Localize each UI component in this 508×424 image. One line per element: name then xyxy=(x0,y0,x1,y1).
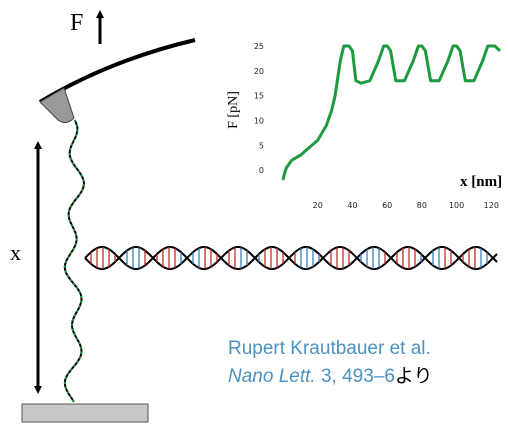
y-axis-label: F [pN] xyxy=(226,91,241,129)
x-tick-label: 40 xyxy=(347,201,357,210)
citation-reference: Nano Lett. 3, 493–6より xyxy=(228,366,433,387)
y-tick-label: 20 xyxy=(254,67,264,76)
extension-label: x xyxy=(10,240,21,265)
force-label: F xyxy=(70,10,83,36)
tip xyxy=(39,87,75,124)
y-tick-label: 15 xyxy=(254,92,264,101)
data-line xyxy=(281,44,502,181)
x-tick-label: 80 xyxy=(417,201,427,210)
citation-authors: Rupert Krautbauer et al. xyxy=(228,338,431,359)
suffix: より xyxy=(395,366,433,387)
substrate xyxy=(21,403,149,423)
helix-strand xyxy=(84,246,498,270)
inset-chart: 0 5 10 15 20 25 20 40 60 80 100 120 F [pN] x [nm] xyxy=(226,34,508,214)
x-tick-label: 100 xyxy=(449,201,464,210)
volume-pages: 3, 493–6 xyxy=(316,366,395,387)
x-tick-label: 20 xyxy=(313,201,323,210)
dna-bases xyxy=(63,119,86,403)
x-tick-label: 60 xyxy=(382,201,392,210)
dna-strand xyxy=(63,119,86,403)
y-tick-label: 0 xyxy=(259,166,264,175)
y-tick-label: 25 xyxy=(254,42,264,51)
journal: Nano Lett. xyxy=(228,366,316,387)
y-tick-label: 5 xyxy=(259,141,264,150)
helix-strand xyxy=(84,246,498,270)
base-pairs xyxy=(90,247,488,269)
x-axis-label: x [nm] xyxy=(460,174,502,190)
y-tick-label: 10 xyxy=(254,116,264,125)
x-tick-label: 120 xyxy=(484,201,499,210)
